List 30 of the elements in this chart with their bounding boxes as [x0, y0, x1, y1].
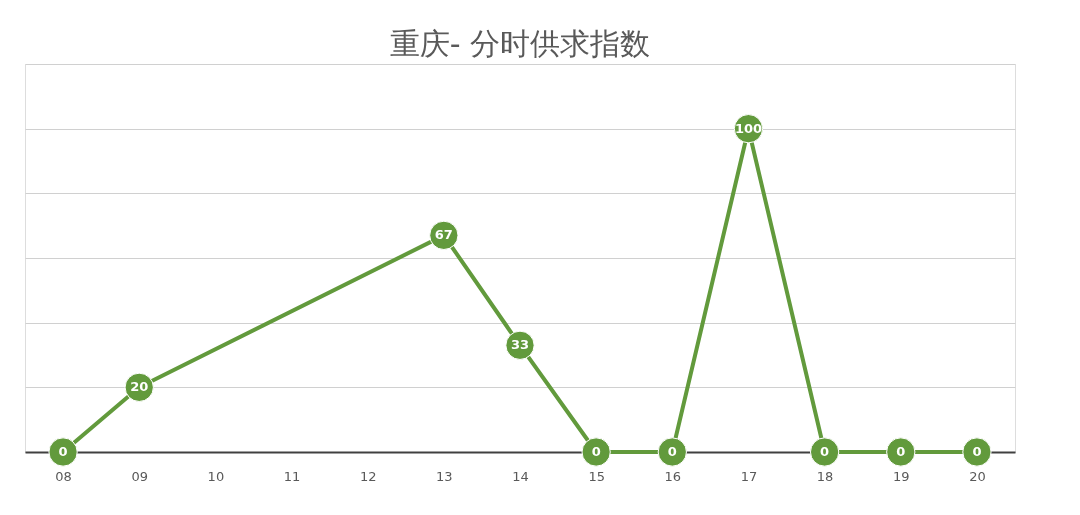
data-label: 67 — [434, 227, 453, 243]
data-label: 0 — [896, 444, 906, 459]
data-label: 0 — [591, 444, 601, 459]
data-label: 0 — [58, 444, 68, 459]
point — [657, 437, 687, 467]
x-tick-label: 08 — [55, 468, 72, 484]
x-tick-label: 20 — [969, 468, 986, 484]
point — [48, 437, 78, 467]
data-label: 0 — [972, 444, 982, 459]
x-tick-label: 14 — [512, 468, 529, 484]
x-tick-label: 10 — [207, 468, 225, 484]
chart-title: 重庆- 分时供求指数 — [389, 26, 651, 61]
x-tick-label: 16 — [664, 468, 682, 484]
point — [962, 437, 992, 467]
x-tick-label: 11 — [283, 468, 301, 484]
x-tick-label: 12 — [359, 468, 377, 484]
data-label: 0 — [667, 444, 677, 459]
point — [581, 437, 611, 467]
data-label: 0 — [820, 444, 830, 459]
x-tick-label: 19 — [893, 468, 910, 484]
point — [886, 437, 916, 467]
x-tick-label: 17 — [740, 468, 758, 484]
x-tick-label: 18 — [816, 468, 834, 484]
x-tick-label: 09 — [131, 468, 148, 484]
data-label: 33 — [510, 337, 530, 353]
x-tick-label: 13 — [436, 468, 453, 484]
data-label: 100 — [734, 120, 763, 136]
point — [809, 437, 840, 467]
x-tick-label: 15 — [588, 468, 605, 484]
data-label: 20 — [130, 379, 149, 395]
